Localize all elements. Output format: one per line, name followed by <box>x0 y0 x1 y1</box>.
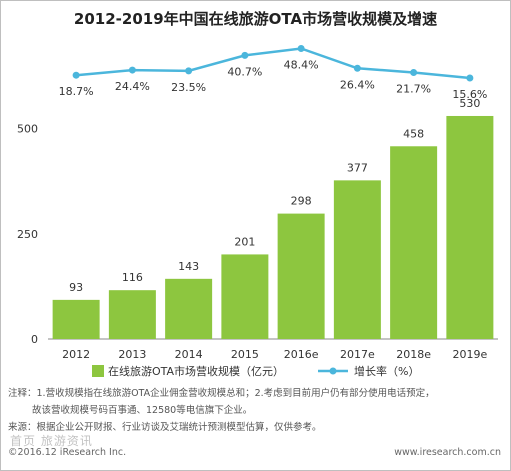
growth-point <box>297 44 305 52</box>
x-tick-label: 2014 <box>175 348 203 361</box>
growth-line <box>76 47 470 80</box>
bar-value-label: 530 <box>459 97 480 110</box>
website: www.iresearch.com.cn <box>394 447 501 458</box>
bar-value-label: 93 <box>69 281 83 294</box>
x-tick-label: 2016e <box>284 348 319 361</box>
bar-value-label: 298 <box>291 195 312 208</box>
legend-bar-label: 在线旅游OTA市场营收规模（亿元） <box>108 364 284 378</box>
y-tick-label: 0 <box>31 333 38 346</box>
legend: 在线旅游OTA市场营收规模（亿元） 增长率（%） <box>92 364 419 378</box>
copyright: ©2016.12 iResearch Inc. <box>8 447 127 458</box>
bar-value-label: 143 <box>178 260 199 273</box>
growth-label: 15.6% <box>452 88 487 101</box>
bar-value-label: 458 <box>403 127 424 140</box>
growth-point <box>185 67 193 75</box>
growth-label: 18.7% <box>59 85 94 98</box>
growth-point <box>410 69 418 77</box>
source-line: 来源：根据企业公开财报、行业访谈及艾瑞统计预测模型估算，仅供参考。 <box>8 422 322 433</box>
y-tick-label: 250 <box>17 228 38 241</box>
x-tick-label: 2015 <box>231 348 259 361</box>
axes: 0 250 500 2012 2013 2014 2015 2016e 2017e 2018e 20… <box>17 123 498 361</box>
growth-label: 21.7% <box>396 83 431 96</box>
x-tick-label: 2019e <box>452 348 487 361</box>
note-line-1: 注释：1.营收规模指在线旅游OTA企业佣金营收规模总和；2.考虑到目前用户仍有部… <box>8 388 435 399</box>
bar <box>52 299 100 339</box>
bar-value-label: 201 <box>234 235 255 248</box>
bar <box>221 254 269 339</box>
x-tick-label: 2012 <box>62 348 90 361</box>
bar <box>390 146 438 339</box>
growth-point <box>128 66 136 74</box>
bar <box>446 115 494 339</box>
legend-line-marker <box>329 367 337 375</box>
growth-label: 24.4% <box>115 80 150 93</box>
growth-label: 48.4% <box>284 58 319 71</box>
growth-label: 40.7% <box>227 65 262 78</box>
watermark: 首页 旅游资讯 <box>10 434 93 448</box>
bar-value-label: 116 <box>122 271 143 284</box>
bar <box>277 213 325 339</box>
bar <box>108 290 156 339</box>
growth-point <box>353 64 361 72</box>
chart-title: 2012-2019年中国在线旅游OTA市场营收规模及增速 <box>73 10 438 28</box>
x-tick-label: 2018e <box>396 348 431 361</box>
chart-canvas: 0 250 500 2012 2013 2014 2015 2016e 2017e 2018e 20… <box>17 44 498 378</box>
growth-label: 26.4% <box>340 78 375 91</box>
bar-value-label: 377 <box>347 161 368 174</box>
bar <box>165 278 213 339</box>
legend-bar-swatch <box>92 365 104 377</box>
y-tick-label: 500 <box>17 123 38 136</box>
growth-point <box>72 71 80 79</box>
bar-series: 93 116 143 201 298 377 458 530 <box>52 97 494 339</box>
bar <box>333 180 381 339</box>
x-tick-label: 2017e <box>340 348 375 361</box>
note-line-2: 故该营收规模号码百事通、12580等电信旗下企业。 <box>32 405 253 416</box>
legend-line-label: 增长率（%） <box>354 364 419 378</box>
x-tick-label: 2013 <box>118 348 146 361</box>
growth-line-series: 18.7% 24.4% 23.5% 40.7% 48.4% 26.4% 21.7% 15.6% <box>59 44 487 101</box>
growth-point <box>241 51 249 59</box>
growth-label: 23.5% <box>171 81 206 94</box>
growth-point <box>466 74 474 82</box>
